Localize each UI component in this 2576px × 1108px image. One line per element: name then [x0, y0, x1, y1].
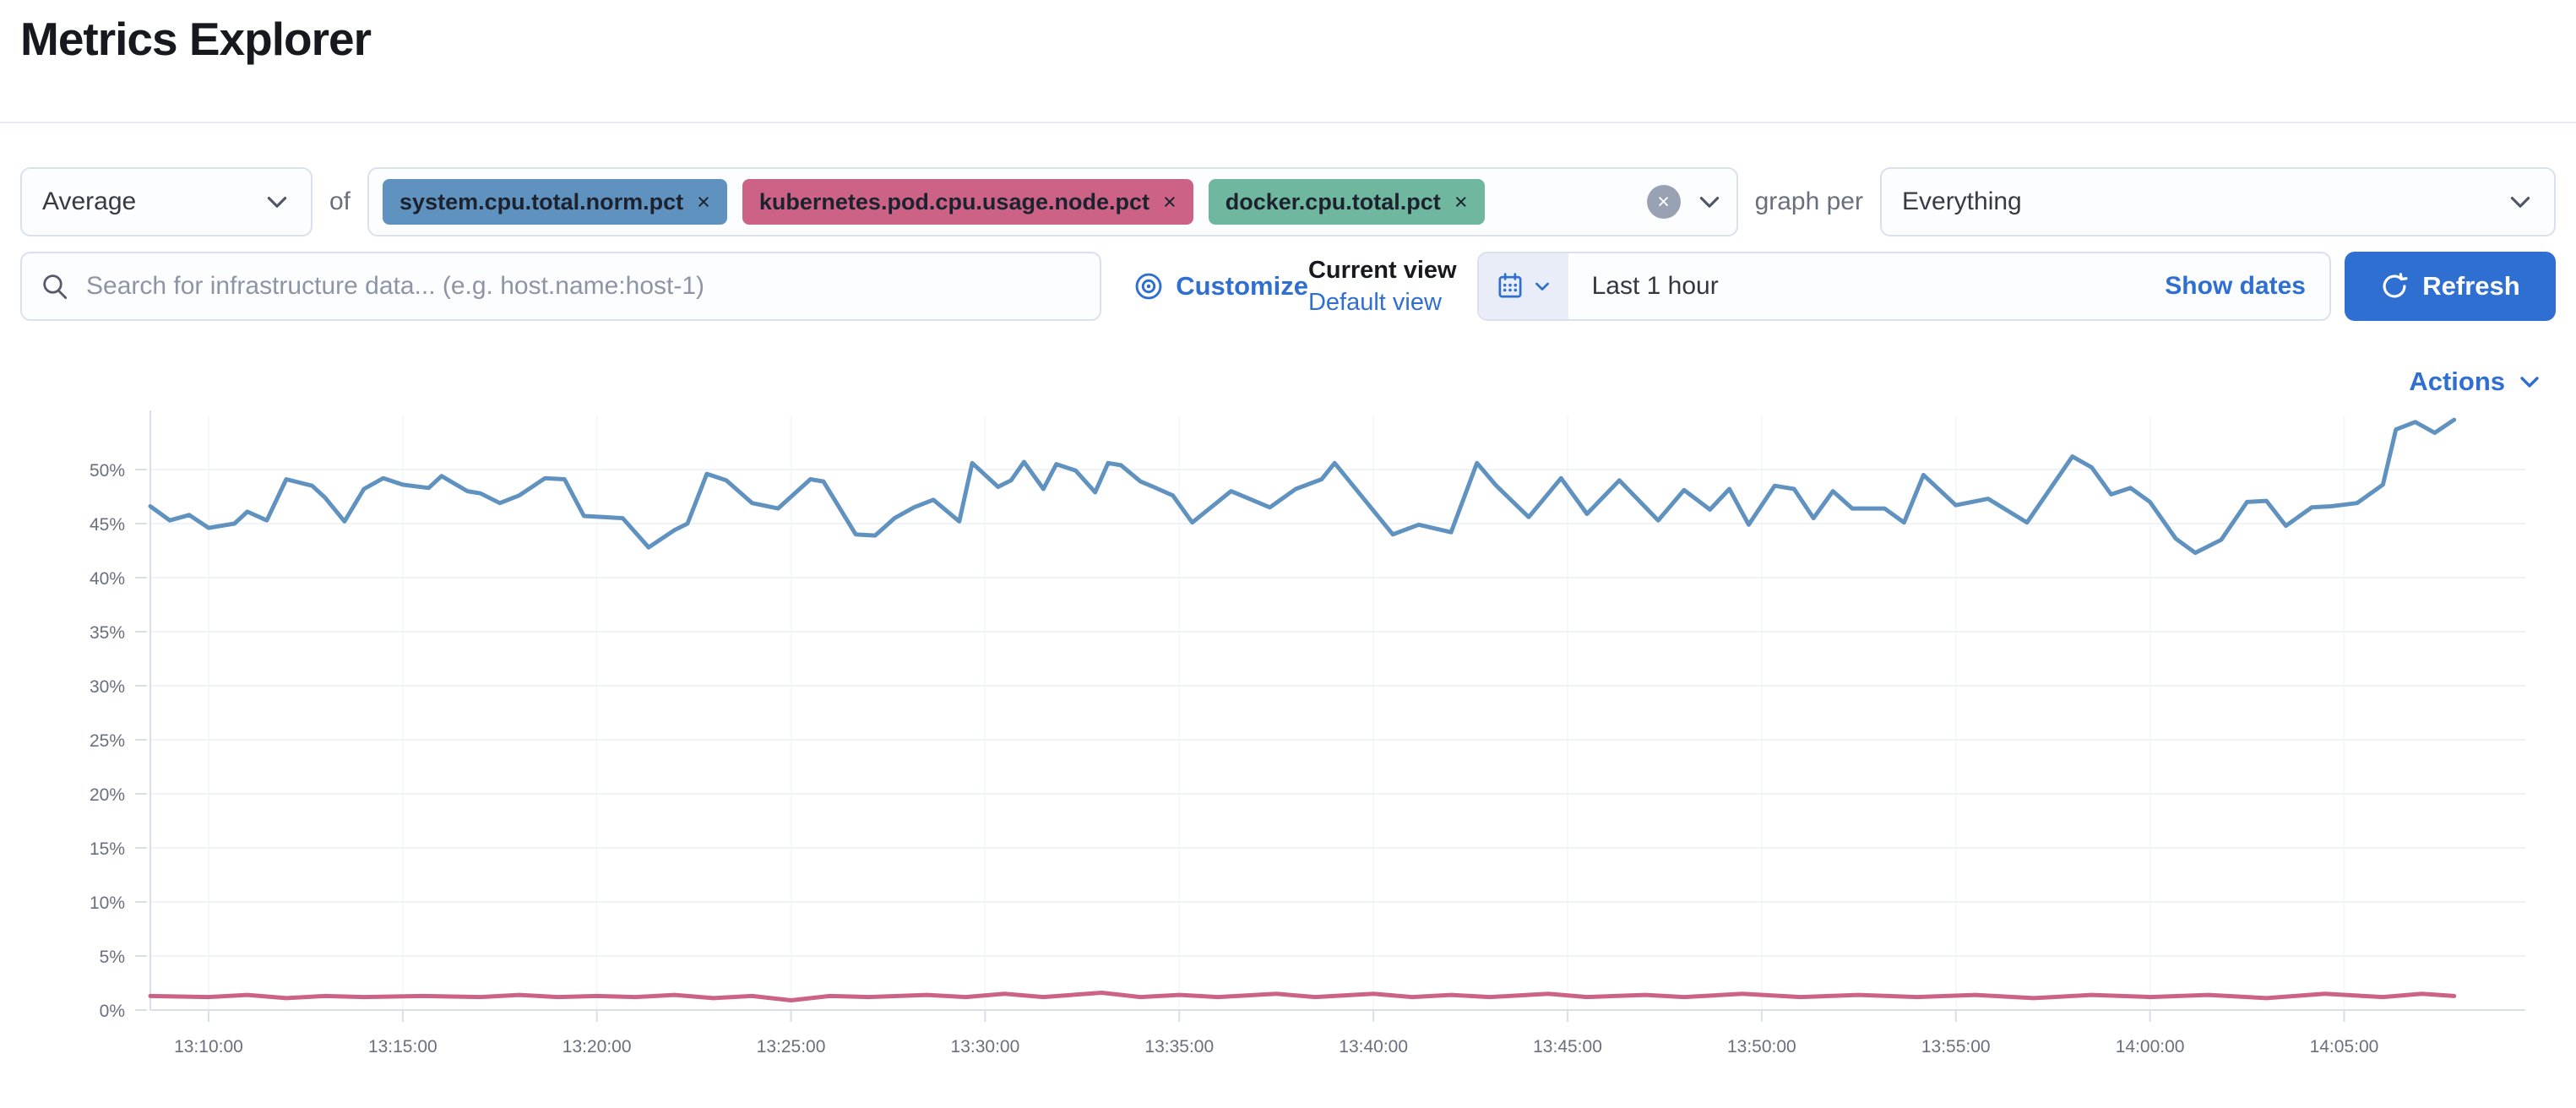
chart-header: Actions — [34, 367, 2542, 397]
metric-pill-label: kubernetes.pod.cpu.usage.node.pct — [758, 188, 1149, 215]
combobox-controls: × — [1646, 185, 1723, 219]
svg-text:13:50:00: 13:50:00 — [1727, 1037, 1796, 1056]
chevron-down-icon[interactable] — [1696, 188, 1723, 215]
svg-text:40%: 40% — [90, 569, 125, 589]
svg-text:25%: 25% — [90, 731, 125, 751]
svg-text:13:40:00: 13:40:00 — [1339, 1037, 1408, 1056]
metrics-combobox[interactable]: system.cpu.total.norm.pct × kubernetes.pod… — [367, 167, 1738, 236]
aggregation-toolbar: Average of system.cpu.total.norm.pct × kub… — [20, 167, 2556, 236]
svg-text:0%: 0% — [100, 1002, 125, 1021]
metric-pills: system.cpu.total.norm.pct × kubernetes.pod… — [383, 179, 1485, 225]
metric-pill[interactable]: docker.cpu.total.pct × — [1208, 179, 1485, 225]
actions-label: Actions — [2409, 367, 2505, 396]
svg-text:13:35:00: 13:35:00 — [1144, 1037, 1214, 1056]
search-input[interactable] — [84, 271, 1082, 301]
metrics-chart[interactable]: 13:10:00 13:15:00 13:20:00 13:25:00 13:30:00… — [0, 402, 2576, 1069]
date-picker[interactable]: Last 1 hour Show dates — [1476, 252, 2331, 321]
chevron-down-icon — [2510, 197, 2530, 208]
svg-text:30%: 30% — [90, 677, 125, 697]
metric-pill[interactable]: system.cpu.total.norm.pct × — [383, 179, 727, 225]
svg-text:13:55:00: 13:55:00 — [1921, 1037, 1991, 1056]
date-picker-menu-button[interactable] — [1478, 253, 1568, 319]
current-view-label: Current view — [1307, 257, 1457, 284]
show-dates-button[interactable]: Show dates — [2165, 272, 2306, 300]
svg-text:50%: 50% — [90, 461, 125, 481]
svg-text:13:25:00: 13:25:00 — [757, 1037, 826, 1056]
svg-text:15%: 15% — [90, 839, 125, 859]
chevron-down-icon — [267, 197, 287, 208]
view-selector: Current view Default view — [1308, 254, 1457, 318]
search-toolbar: Customize Current view Default view Last… — [20, 252, 2556, 321]
actions-menu-button[interactable]: Actions — [2409, 367, 2542, 397]
page-title: Metrics Explorer — [20, 13, 372, 65]
graph-per-label: graph per — [1754, 187, 1863, 215]
svg-text:35%: 35% — [90, 623, 125, 643]
svg-text:13:30:00: 13:30:00 — [951, 1037, 1020, 1056]
svg-text:13:20:00: 13:20:00 — [562, 1037, 632, 1056]
svg-text:13:45:00: 13:45:00 — [1533, 1037, 1602, 1056]
svg-text:20%: 20% — [90, 785, 125, 805]
customize-button[interactable]: Customize — [1133, 271, 1308, 301]
default-view-link[interactable]: Default view — [1307, 289, 1442, 316]
refresh-label: Refresh — [2422, 271, 2520, 301]
svg-text:10%: 10% — [90, 893, 125, 913]
page-header: Metrics Explorer — [0, 0, 2576, 123]
time-range-value[interactable]: Last 1 hour — [1591, 272, 1719, 300]
search-box[interactable] — [20, 252, 1102, 321]
aggregation-select[interactable]: Average — [20, 167, 312, 236]
clear-metrics-button[interactable]: × — [1646, 185, 1681, 219]
chevron-down-icon — [1535, 282, 1549, 291]
refresh-icon — [2383, 273, 2408, 298]
refresh-button[interactable]: Refresh — [2345, 252, 2556, 321]
metric-pill-label: system.cpu.total.norm.pct — [399, 188, 684, 215]
eye-icon — [1135, 273, 1162, 300]
metric-pill-remove-icon[interactable]: × — [1454, 188, 1468, 215]
metric-pill[interactable]: kubernetes.pod.cpu.usage.node.pct × — [742, 179, 1193, 225]
search-icon — [43, 274, 68, 299]
metric-pill-remove-icon[interactable]: × — [697, 188, 710, 215]
svg-text:13:10:00: 13:10:00 — [174, 1037, 243, 1056]
calendar-icon — [1498, 273, 1522, 298]
metric-pill-remove-icon[interactable]: × — [1162, 188, 1177, 215]
svg-text:14:00:00: 14:00:00 — [2116, 1037, 2185, 1056]
chevron-down-icon — [2520, 377, 2539, 388]
of-label: of — [329, 187, 351, 215]
svg-text:14:05:00: 14:05:00 — [2310, 1037, 2379, 1056]
metric-pill-label: docker.cpu.total.pct — [1225, 188, 1441, 215]
customize-label: Customize — [1176, 271, 1308, 301]
group-by-select-value: Everything — [1902, 187, 2022, 215]
svg-text:45%: 45% — [90, 515, 125, 535]
svg-text:13:15:00: 13:15:00 — [368, 1037, 437, 1056]
svg-text:5%: 5% — [100, 948, 125, 967]
aggregation-select-value: Average — [42, 187, 137, 215]
group-by-select[interactable]: Everything — [1880, 167, 2556, 236]
